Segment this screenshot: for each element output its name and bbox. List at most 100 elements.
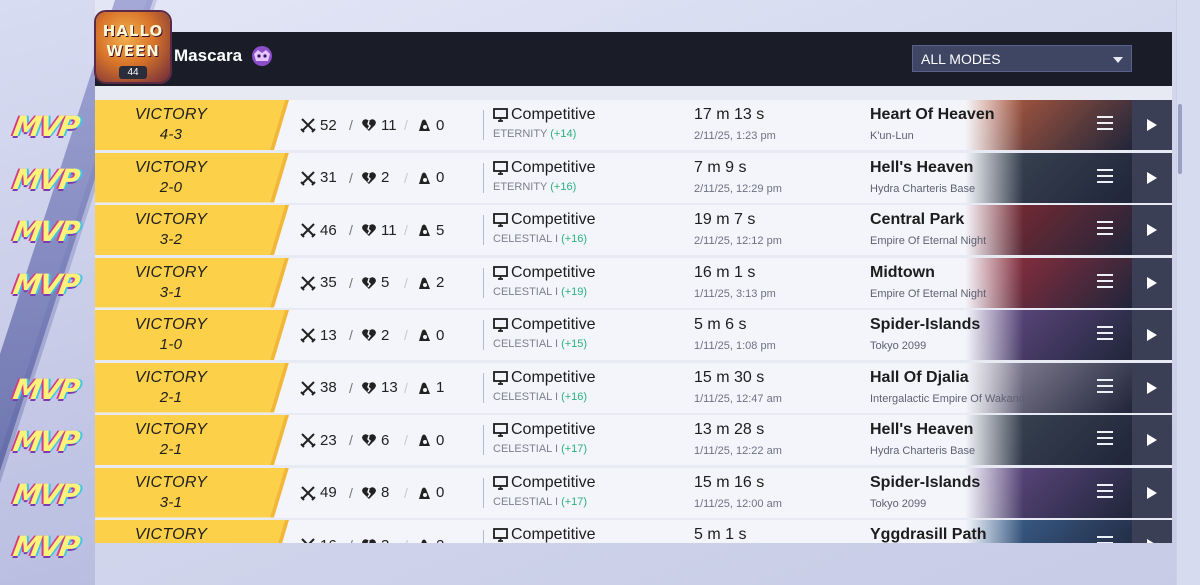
match-row[interactable]: VICTORY 1-0 13 / 2 / 0 Competitive CELES… xyxy=(95,310,1172,360)
kills-stat: 52 xyxy=(300,115,337,135)
match-duration: 19 m 7 s xyxy=(694,211,756,228)
map-region: K'un-Lun xyxy=(870,130,914,142)
broken-heart-icon xyxy=(362,486,376,499)
crossed-swords-icon xyxy=(300,328,316,343)
assists-stat: 0 xyxy=(416,168,444,188)
deaths-stat: 8 xyxy=(361,483,389,503)
deaths-value: 6 xyxy=(381,431,390,449)
assists-stat: 1 xyxy=(416,378,444,398)
details-menu-button[interactable] xyxy=(1097,221,1113,235)
result-label: VICTORY xyxy=(134,368,208,386)
stat-separator: / xyxy=(404,117,408,133)
result-label: VICTORY xyxy=(134,106,208,123)
monitor-icon xyxy=(493,528,508,542)
deaths-stat: 3 xyxy=(361,535,389,543)
match-row[interactable]: VICTORY 2-1 23 / 6 / 0 Competitive CELES… xyxy=(95,415,1172,465)
rank-label: ETERNITY xyxy=(493,180,548,193)
assist-hand-icon xyxy=(419,224,430,236)
match-row[interactable]: VICTORY 2-1 38 / 13 / 1 Competitive CELE… xyxy=(95,362,1172,413)
match-row[interactable]: VICTORY 4-3 52 / 11 / 0 Competitive ETER… xyxy=(95,100,1172,150)
round-score: 3-1 xyxy=(159,493,183,511)
left-background xyxy=(0,0,158,585)
details-menu-button[interactable] xyxy=(1097,116,1113,130)
mode-filter-dropdown[interactable]: ALL MODES xyxy=(912,45,1132,72)
replay-play-button[interactable] xyxy=(1132,467,1172,518)
stat-separator: / xyxy=(404,169,408,186)
match-row[interactable]: VICTORY 3-1 49 / 8 / 0 Competitive CELES… xyxy=(95,467,1172,518)
crossed-swords-icon xyxy=(300,275,316,291)
match-row[interactable]: VICTORY 3-1 35 / 5 / 2 Competitive CELES… xyxy=(95,257,1172,308)
details-menu-button[interactable] xyxy=(1097,536,1113,543)
map-name: Midtown xyxy=(870,263,935,281)
monitor-icon xyxy=(493,423,508,437)
replay-play-button[interactable] xyxy=(1132,415,1172,465)
monitor-icon xyxy=(493,265,508,280)
replay-play-button[interactable] xyxy=(1132,362,1172,413)
crossed-swords-icon xyxy=(300,170,316,186)
assists-stat: 0 xyxy=(416,325,444,345)
result-banner xyxy=(95,257,285,308)
player-level: 44 xyxy=(119,66,147,79)
broken-heart-icon xyxy=(362,381,376,394)
crossed-swords-icon xyxy=(301,538,315,543)
deaths-stat: 2 xyxy=(361,168,389,188)
deaths-stat: 2 xyxy=(361,325,389,345)
rank-change: CELESTIAL I (+15) xyxy=(493,338,587,350)
column-divider xyxy=(483,215,484,245)
details-menu-button[interactable] xyxy=(1097,168,1113,183)
stat-separator: / xyxy=(404,274,408,291)
details-menu-button[interactable] xyxy=(1097,326,1113,340)
map-thumbnail xyxy=(965,520,1132,543)
stat-separator: / xyxy=(404,327,408,343)
replay-play-button[interactable] xyxy=(1132,257,1172,308)
deaths-stat: 11 xyxy=(361,115,397,135)
game-mode: Competitive xyxy=(493,159,595,177)
match-row[interactable]: VICTORY 3-2 46 / 11 / 5 Competitive CELE… xyxy=(95,205,1172,255)
map-thumbnail xyxy=(965,467,1132,518)
column-divider xyxy=(483,110,484,140)
result-banner xyxy=(95,205,285,255)
game-mode-label: Competitive xyxy=(511,106,596,123)
game-mode-label: Competitive xyxy=(511,316,596,333)
details-menu-button[interactable] xyxy=(1097,431,1113,445)
map-thumbnail xyxy=(965,362,1132,413)
details-menu-button[interactable] xyxy=(1097,378,1113,393)
rank-change: CELESTIAL I (+16) xyxy=(493,391,587,403)
game-mode-label: Competitive xyxy=(511,526,596,543)
details-menu-button[interactable] xyxy=(1097,273,1113,288)
replay-play-button[interactable] xyxy=(1132,205,1172,255)
replay-play-button[interactable] xyxy=(1132,310,1172,360)
stat-separator: / xyxy=(349,484,353,501)
replay-play-button[interactable] xyxy=(1132,100,1172,150)
rank-change: ETERNITY (+16) xyxy=(493,181,576,193)
details-menu-button[interactable] xyxy=(1097,483,1113,498)
result-banner xyxy=(95,415,285,465)
match-row[interactable]: VICTORY 2-0 31 / 2 / 0 Competitive ETERN… xyxy=(95,152,1172,203)
mvp-badge: MVP xyxy=(10,267,81,301)
column-divider xyxy=(483,425,484,455)
stat-separator: / xyxy=(349,222,353,238)
mvp-badge: MVP xyxy=(10,372,81,406)
chevron-down-icon xyxy=(1113,57,1123,63)
replay-play-button[interactable] xyxy=(1132,152,1172,203)
replay-play-button[interactable] xyxy=(1132,520,1172,543)
match-duration: 5 m 6 s xyxy=(694,316,747,333)
deaths-value: 3 xyxy=(381,537,389,544)
map-name: Heart Of Heaven xyxy=(870,106,995,123)
game-mode: Competitive xyxy=(493,421,595,439)
deaths-stat: 5 xyxy=(361,273,389,293)
match-row[interactable]: VICTORY 16 / 3 / 2 Competitive 5 m 1 s Y… xyxy=(95,520,1172,543)
map-name: Spider-Islands xyxy=(870,473,981,491)
stat-separator: / xyxy=(404,222,408,238)
scrollbar-thumb[interactable] xyxy=(1178,104,1182,174)
deaths-value: 11 xyxy=(381,221,397,239)
mvp-badge: MVP xyxy=(10,215,81,248)
map-thumbnail xyxy=(965,415,1132,465)
map-region: Tokyo 2099 xyxy=(870,497,927,510)
kills-value: 23 xyxy=(320,431,337,449)
rank-delta: (+17) xyxy=(561,495,588,508)
map-thumbnail xyxy=(965,310,1132,360)
result-label: VICTORY xyxy=(134,211,208,228)
rank-label: CELESTIAL I xyxy=(493,338,559,350)
monitor-icon xyxy=(493,213,508,227)
